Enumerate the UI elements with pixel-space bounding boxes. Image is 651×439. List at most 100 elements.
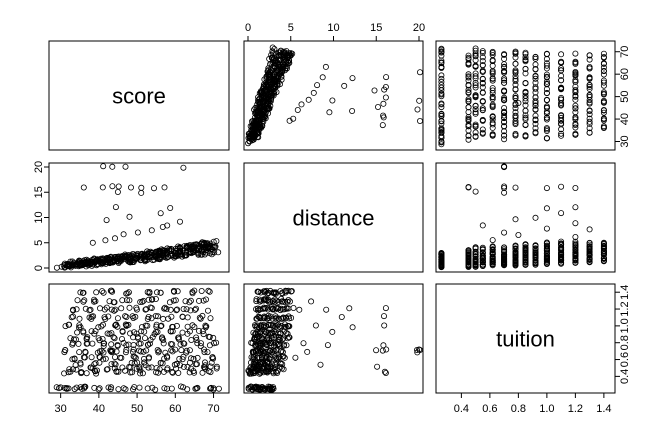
point-score-vs-tuition (572, 87, 579, 94)
point-score-vs-tuition (558, 130, 565, 137)
point-score-vs-tuition (512, 95, 519, 102)
point-distance-vs-score (156, 247, 163, 254)
point-tuition-vs-score (145, 296, 152, 303)
point-tuition-vs-score (73, 366, 80, 373)
point-tuition-vs-score (215, 385, 222, 392)
point-tuition-vs-score (76, 315, 83, 322)
point-tuition-vs-score (200, 331, 207, 338)
point-tuition-vs-score (177, 341, 184, 348)
point-score-vs-tuition (543, 104, 550, 111)
point-score-vs-tuition (572, 109, 579, 116)
point-score-vs-tuition (472, 122, 479, 129)
point-tuition-vs-distance (329, 328, 336, 335)
point-tuition-vs-distance (286, 298, 293, 305)
point-tuition-vs-score (187, 307, 194, 314)
point-distance-vs-score (176, 251, 183, 258)
point-score-vs-tuition (558, 102, 565, 109)
point-tuition-vs-score (76, 324, 83, 331)
point-score-vs-tuition (479, 48, 486, 55)
point-score-vs-tuition (543, 114, 550, 121)
point-tuition-vs-score (103, 366, 110, 373)
point-score-vs-tuition (479, 49, 486, 56)
point-score-vs-tuition (532, 130, 539, 137)
point-tuition-vs-score (74, 329, 81, 336)
point-tuition-vs-score (122, 321, 129, 328)
point-tuition-vs-distance (304, 348, 311, 355)
point-tuition-vs-score (100, 321, 107, 328)
point-tuition-vs-score (180, 363, 187, 370)
point-tuition-vs-score (80, 298, 87, 305)
point-tuition-vs-score (140, 355, 147, 362)
point-tuition-vs-score (94, 367, 101, 374)
point-tuition-vs-score (101, 340, 108, 347)
point-tuition-vs-score (62, 346, 69, 353)
point-score-vs-tuition (489, 87, 496, 94)
point-score-vs-distance (326, 109, 333, 116)
point-tuition-vs-score (97, 305, 104, 312)
point-tuition-vs-score (66, 366, 73, 373)
point-distance-vs-score (84, 257, 91, 264)
point-tuition-vs-score (136, 384, 143, 391)
point-tuition-vs-score (132, 354, 139, 361)
point-tuition-vs-score (206, 333, 213, 340)
point-tuition-vs-score (98, 323, 105, 330)
point-score-vs-distance (382, 84, 389, 91)
point-score-vs-tuition (479, 105, 486, 112)
point-score-vs-tuition (543, 62, 550, 69)
point-score-vs-tuition (532, 84, 539, 91)
point-tuition-vs-score (133, 365, 140, 372)
point-score-vs-tuition (501, 88, 508, 95)
point-tuition-vs-score (82, 383, 89, 390)
point-tuition-vs-distance (283, 329, 290, 336)
variable-label-tuition: tuition (496, 327, 555, 352)
point-score-vs-tuition (522, 51, 529, 58)
point-tuition-vs-score (70, 313, 77, 320)
point-score-vs-tuition (600, 60, 607, 67)
point-tuition-vs-distance (296, 306, 303, 313)
point-score-vs-tuition (600, 91, 607, 98)
point-score-vs-tuition (465, 117, 472, 124)
point-score-vs-tuition (489, 75, 496, 82)
point-distance-vs-tuition (465, 183, 472, 190)
point-distance-vs-tuition (543, 250, 550, 257)
point-tuition-vs-score (180, 305, 187, 312)
point-tuition-vs-distance (268, 385, 275, 392)
point-tuition-vs-score (193, 385, 200, 392)
point-score-vs-distance (272, 60, 279, 67)
point-tuition-vs-score (154, 313, 161, 320)
point-score-vs-tuition (512, 109, 519, 116)
point-score-vs-tuition (512, 112, 519, 119)
point-tuition-vs-score (148, 304, 155, 311)
point-score-vs-tuition (489, 96, 496, 103)
point-score-vs-tuition (572, 120, 579, 127)
point-distance-vs-tuition (501, 183, 508, 190)
point-tuition-vs-score (127, 330, 134, 337)
point-tuition-vs-score (213, 339, 220, 346)
point-tuition-vs-distance (277, 324, 284, 331)
point-score-vs-tuition (438, 82, 445, 89)
point-distance-vs-score (213, 238, 220, 245)
point-distance-vs-score (126, 213, 133, 220)
point-tuition-vs-score (146, 340, 153, 347)
point-distance-vs-tuition (501, 244, 508, 251)
point-tuition-vs-score (78, 369, 85, 376)
point-distance-vs-score (67, 258, 74, 265)
point-tuition-vs-score (159, 335, 166, 342)
point-tuition-vs-distance (279, 348, 286, 355)
point-distance-vs-tuition (465, 247, 472, 254)
point-tuition-vs-distance (381, 368, 388, 375)
point-distance-vs-tuition (532, 242, 539, 249)
point-tuition-vs-score (114, 315, 121, 322)
point-score-vs-distance (273, 77, 280, 84)
point-tuition-vs-score (139, 298, 146, 305)
point-distance-vs-score (134, 229, 141, 236)
point-score-vs-tuition (600, 123, 607, 130)
point-score-vs-distance (380, 100, 387, 107)
point-score-vs-tuition (465, 54, 472, 61)
point-distance-vs-score (176, 244, 183, 251)
tick-label-distance: 5 (33, 240, 45, 246)
point-score-vs-distance (314, 82, 321, 89)
point-distance-vs-score (148, 227, 155, 234)
point-score-vs-tuition (479, 89, 486, 96)
